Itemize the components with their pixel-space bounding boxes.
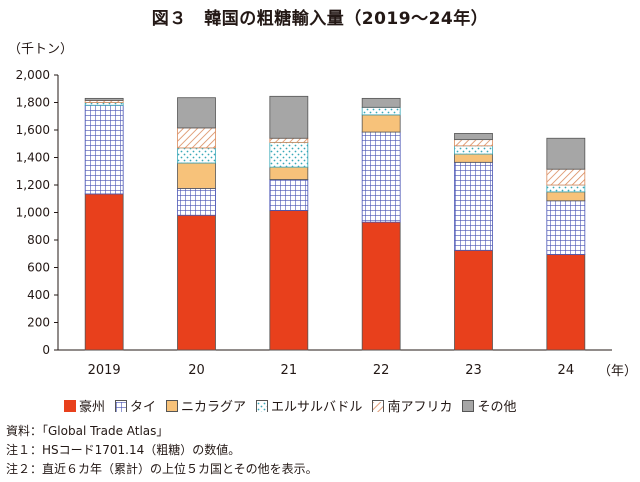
- bar-segment-australia: [361, 221, 401, 351]
- bar-segment-el-salvador: [177, 147, 216, 164]
- y-tick-label: 200: [27, 316, 50, 330]
- bar-segment-thailand: [454, 161, 493, 251]
- legend-swatch-australia: [64, 399, 76, 412]
- y-tick-label: 400: [27, 288, 50, 302]
- stacked-bar-chart: 0 200 400 600 800 1,000 1,200 1,400 1,600 1,800 2,…: [16, 68, 612, 378]
- y-tick-label: 2,000: [16, 68, 50, 82]
- y-tick-label: 1,800: [16, 96, 50, 110]
- bar-segment-nicaragua: [361, 114, 401, 133]
- x-tick-label: 22: [373, 363, 390, 378]
- bar-segment-nicaragua: [454, 153, 493, 163]
- bar-segment-thailand: [84, 104, 124, 195]
- legend-label-nicaragua: ニカラグア: [181, 400, 247, 415]
- x-tick-label: 2019: [88, 363, 121, 378]
- bar-segment-nicaragua: [546, 191, 586, 202]
- x-tick-label: 21: [281, 363, 298, 378]
- bar-segment-other: [546, 137, 586, 170]
- x-tick-label: 23: [465, 363, 482, 378]
- bar-segment-thailand: [269, 179, 309, 211]
- bar-segment-nicaragua: [177, 162, 216, 189]
- bar-segment-el-salvador: [84, 102, 124, 106]
- bar-segment-el-salvador: [269, 141, 309, 168]
- note-2: 注２：直近６カ年（累計）の上位５カ国とその他を表示。: [6, 462, 318, 476]
- bar-segment-other: [84, 97, 124, 101]
- legend-swatch-nicaragua: [166, 399, 179, 412]
- source-note: 資料：「Global Trade Atlas」: [6, 424, 169, 438]
- legend-swatch-south-africa: [372, 399, 385, 412]
- legend-item-thailand: タイ: [115, 396, 156, 415]
- legend-swatch-other: [462, 399, 475, 412]
- legend-item-australia: 豪州: [64, 396, 105, 415]
- legend-swatch-thailand: [115, 399, 128, 412]
- chart-title: 図３ 韓国の粗糖輸入量（2019～24年）: [151, 9, 489, 29]
- legend-item-south-africa: 南アフリカ: [372, 396, 452, 415]
- y-tick-label: 1,600: [16, 123, 50, 137]
- bar-segment-south-africa: [454, 139, 493, 147]
- bar-segment-australia: [84, 193, 124, 351]
- bar-segment-australia: [269, 210, 309, 351]
- bar-segment-australia: [546, 254, 586, 351]
- legend-item-other: その他: [462, 396, 516, 415]
- legend-label-other: その他: [477, 400, 517, 415]
- bar-segment-thailand: [177, 188, 216, 216]
- source-notes: 資料：「Global Trade Atlas」 注１：HSコード1701.14（…: [6, 422, 318, 479]
- y-tick-label: 600: [27, 261, 50, 275]
- bar-segment-other: [177, 97, 216, 129]
- legend-item-nicaragua: ニカラグア: [166, 396, 246, 415]
- legend-label-australia: 豪州: [79, 400, 106, 415]
- bar-segment-el-salvador: [361, 106, 401, 116]
- bar-segment-thailand: [546, 200, 586, 255]
- legend-label-south-africa: 南アフリカ: [387, 400, 453, 415]
- y-axis-unit-label: （千トン）: [8, 42, 74, 57]
- bar-segment-other: [454, 133, 493, 141]
- y-tick-label: 1,200: [16, 178, 50, 192]
- x-tick-label: 24: [558, 363, 575, 378]
- x-axis-unit-label: （年）: [598, 364, 638, 379]
- legend-label-thailand: タイ: [130, 400, 157, 415]
- bar-segment-other: [269, 95, 309, 139]
- y-tick-label: 0: [42, 343, 50, 357]
- bar-segment-el-salvador: [546, 184, 586, 193]
- y-tick-label: 800: [27, 233, 50, 247]
- bar-segment-south-africa: [546, 168, 586, 186]
- bar-segment-australia: [454, 249, 493, 351]
- legend-label-el-salvador: エルサルバドル: [271, 400, 363, 415]
- bar-segment-south-africa: [269, 137, 309, 143]
- bar-segment-other: [361, 97, 401, 108]
- legend-swatch-el-salvador: [256, 399, 269, 412]
- y-tick-label: 1,000: [16, 206, 50, 220]
- bar-segment-nicaragua: [269, 166, 309, 180]
- bar-segment-australia: [177, 214, 216, 351]
- chart-legend: 豪州 タイ ニカラグア エルサルバドル 南アフリカ その他: [64, 396, 516, 415]
- x-tick-label: 20: [188, 363, 205, 378]
- bar-segment-south-africa: [177, 127, 216, 149]
- y-tick-label: 1,400: [16, 151, 50, 165]
- bar-segment-el-salvador: [454, 145, 493, 155]
- note-1: 注１：HSコード1701.14（粗糖）の数値。: [6, 443, 241, 457]
- legend-item-el-salvador: エルサルバドル: [256, 396, 362, 415]
- bar-segment-thailand: [361, 131, 401, 223]
